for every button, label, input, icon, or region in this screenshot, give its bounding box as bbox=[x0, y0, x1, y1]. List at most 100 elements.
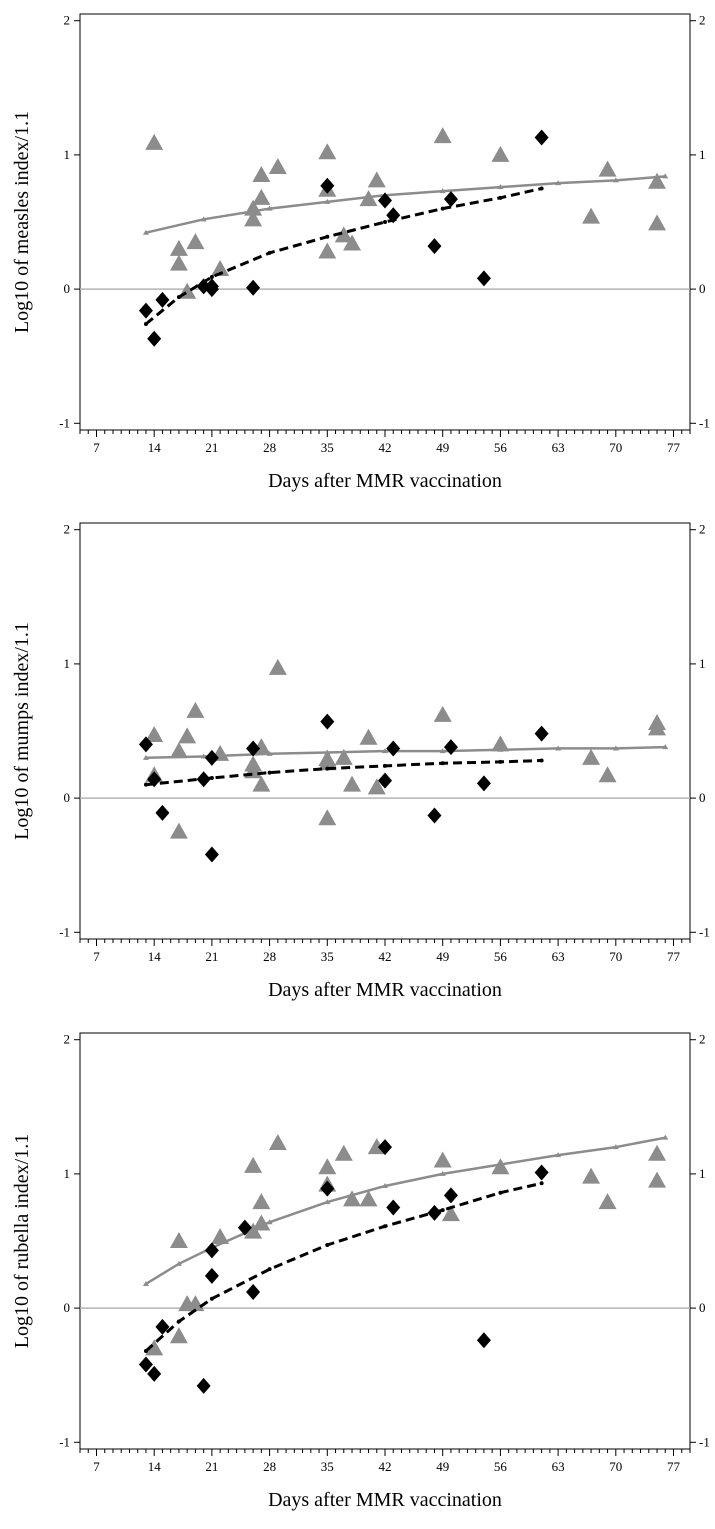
fit-line-node bbox=[440, 206, 445, 211]
triangle-data-point bbox=[367, 778, 386, 795]
chart-panel-rubella: 7 14 21 28 35 42 49 56 63 70 77 -1 -1 0 0 1 1 2 2 Days afte… bbox=[0, 1019, 715, 1529]
fit-line-node bbox=[383, 1224, 387, 1229]
fit-line-node bbox=[266, 1219, 273, 1225]
y-tick-label-right: -1 bbox=[699, 924, 710, 939]
x-tick-label: 77 bbox=[667, 440, 681, 455]
plot-frame bbox=[79, 1032, 691, 1450]
diamond-data-point bbox=[378, 1139, 392, 1156]
triangle-fit-line bbox=[145, 1136, 666, 1285]
diamond-data-point bbox=[534, 129, 549, 146]
fit-line-node bbox=[497, 184, 504, 190]
diamond-data-point bbox=[204, 846, 219, 863]
fit-line-node bbox=[662, 1134, 669, 1140]
triangle-data-point bbox=[582, 207, 601, 224]
triangle-data-point bbox=[367, 171, 386, 188]
triangle-data-point bbox=[648, 1144, 667, 1161]
x-tick-label: 35 bbox=[321, 949, 334, 964]
triangle-data-point bbox=[145, 1339, 164, 1356]
fit-line-node bbox=[142, 754, 149, 760]
fit-line-node bbox=[209, 775, 214, 780]
triangle-data-point bbox=[491, 735, 510, 752]
y-tick-label-left: -1 bbox=[59, 415, 70, 430]
x-axis-label: Days after MMR vaccination bbox=[268, 1489, 502, 1511]
triangle-data-point bbox=[334, 226, 353, 243]
fit-line-node bbox=[209, 275, 214, 280]
diamond-data-point bbox=[246, 740, 261, 757]
y-tick-label-right: 0 bbox=[699, 1300, 706, 1315]
diamond-data-point bbox=[378, 772, 392, 789]
fit-line-node bbox=[266, 205, 273, 211]
y-tick-label-left: 0 bbox=[64, 1300, 71, 1315]
x-tick-label: 77 bbox=[667, 949, 681, 964]
fit-line-node bbox=[440, 761, 445, 766]
fit-line-node bbox=[176, 1319, 181, 1324]
triangle-data-point bbox=[169, 239, 188, 256]
triangle-data-point bbox=[598, 766, 617, 783]
diamond-data-point bbox=[155, 804, 170, 821]
x-tick-label: 49 bbox=[436, 949, 449, 964]
fit-line-node bbox=[175, 1260, 182, 1266]
triangle-data-point bbox=[598, 160, 617, 177]
diamond-data-point bbox=[427, 807, 442, 824]
rubella-chart: 7 14 21 28 35 42 49 56 63 70 77 -1 -1 0 0 1 1 2 2 Days afte… bbox=[11, 1032, 710, 1511]
triangle-data-point bbox=[648, 719, 667, 736]
triangle-data-point bbox=[343, 1190, 362, 1207]
x-axis-label: Days after MMR vaccination bbox=[268, 470, 502, 492]
y-tick-label-left: -1 bbox=[59, 1434, 70, 1449]
diamond-data-point bbox=[204, 1267, 219, 1284]
x-tick-label: 14 bbox=[148, 440, 162, 455]
y-axis-label: Log10 of mumps index/1.1 bbox=[11, 622, 33, 840]
diamond-fit-line bbox=[145, 759, 542, 787]
triangle-data-point bbox=[359, 728, 378, 745]
diamond-data-point bbox=[427, 238, 442, 255]
x-tick-label: 63 bbox=[552, 440, 565, 455]
x-tick-label: 42 bbox=[379, 949, 392, 964]
diamond-data-point bbox=[534, 1164, 549, 1181]
triangle-data-point bbox=[252, 1214, 271, 1231]
y-tick-label-left: 1 bbox=[64, 1166, 71, 1181]
y-tick-label-right: 2 bbox=[699, 13, 706, 28]
fit-line-node bbox=[267, 250, 272, 255]
triangle-data-point bbox=[268, 157, 287, 174]
triangle-data-point bbox=[211, 1227, 230, 1244]
x-tick-label: 56 bbox=[494, 949, 508, 964]
fit-line-node bbox=[439, 188, 446, 194]
diamond-data-point bbox=[320, 1180, 335, 1197]
x-tick-label: 42 bbox=[379, 440, 392, 455]
y-tick-label-right: 2 bbox=[699, 522, 706, 537]
diamond-data-point bbox=[204, 749, 219, 766]
triangle-data-point bbox=[252, 166, 271, 183]
triangle-data-point bbox=[598, 1193, 617, 1210]
fit-line-node bbox=[143, 1349, 148, 1354]
fit-line-node bbox=[498, 1190, 503, 1195]
diamond-data-point bbox=[147, 771, 162, 788]
diamond-data-point bbox=[196, 771, 211, 788]
fit-line-node bbox=[324, 1199, 331, 1205]
y-tick-label-left: 2 bbox=[64, 13, 71, 28]
triangle-data-point bbox=[268, 1134, 287, 1151]
triangle-data-point bbox=[433, 705, 452, 722]
diamond-data-point bbox=[196, 1377, 211, 1394]
fit-line-node bbox=[324, 198, 331, 204]
triangle-data-point bbox=[318, 809, 337, 826]
triangle-data-point bbox=[433, 127, 452, 144]
diamond-fit-line bbox=[144, 1181, 542, 1353]
triangle-data-point bbox=[244, 1156, 263, 1173]
fit-line-node bbox=[143, 321, 148, 326]
triangle-data-point bbox=[169, 1232, 188, 1248]
triangle-data-point bbox=[648, 1171, 667, 1188]
triangle-data-point bbox=[186, 233, 205, 250]
diamond-data-point bbox=[204, 281, 219, 298]
x-tick-label: 35 bbox=[321, 440, 334, 455]
x-tick-label: 42 bbox=[379, 1459, 392, 1474]
x-tick-label: 14 bbox=[148, 949, 162, 964]
diamond-data-point bbox=[246, 279, 261, 296]
fit-line-node bbox=[440, 1208, 445, 1213]
y-tick-label-right: -1 bbox=[699, 1434, 710, 1449]
fit-line-node bbox=[439, 1170, 446, 1176]
x-tick-label: 70 bbox=[609, 949, 622, 964]
fit-line-node bbox=[382, 1182, 388, 1188]
fit-line-node bbox=[383, 763, 387, 768]
x-tick-label: 7 bbox=[93, 1459, 100, 1474]
y-tick-label-left: 1 bbox=[64, 656, 71, 671]
